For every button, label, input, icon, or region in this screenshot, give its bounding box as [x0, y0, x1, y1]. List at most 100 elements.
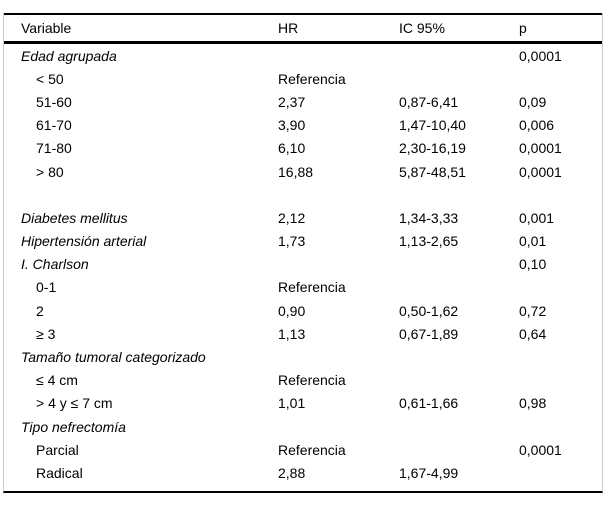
cell-ic95: 0,87-6,41 [399, 93, 459, 110]
cell-variable: Diabetes mellitus [21, 209, 128, 226]
cell-ic95 [399, 345, 519, 368]
cell-variable: 61-70 [36, 117, 72, 134]
header-row: Variable HR IC 95% p [4, 13, 602, 44]
cell-ic95: 0,61-1,66 [399, 395, 459, 412]
cell-hr: 2,88 [278, 464, 306, 481]
cell-p [519, 415, 602, 438]
cell-variable: 0-1 [36, 279, 57, 296]
cell-p [519, 461, 602, 484]
table-row: Diabetes mellitus 2,12 1,34-3,33 0,001 [4, 206, 602, 229]
table-row: > 80 16,88 5,87-48,51 0,0001 [4, 160, 602, 183]
table-row: 61-70 3,90 1,47-10,40 0,006 [4, 114, 602, 137]
cell-variable: Hipertensión arterial [21, 233, 147, 250]
table-row: > 4 y ≤ 7 cm 1,01 0,61-1,66 0,98 [4, 392, 602, 415]
cell-ic95 [399, 253, 519, 276]
table-row: 2 0,90 0,50-1,62 0,72 [4, 299, 602, 322]
cell-variable: I. Charlson [21, 256, 89, 273]
cell-p: 0,09 [519, 93, 547, 110]
cell-variable: ≤ 4 cm [36, 372, 78, 389]
cell-ic95: 0,50-1,62 [399, 302, 459, 319]
cell-p: 0,0001 [519, 47, 562, 64]
table-row: 71-80 6,10 2,30-16,19 0,0001 [4, 137, 602, 160]
cell-hr [278, 253, 399, 276]
cell-variable: Edad agrupada [21, 47, 117, 64]
cox-regression-table: Variable HR IC 95% p Edad agrupada 0,0001… [4, 13, 602, 485]
table-row: < 50 Referencia [4, 67, 602, 90]
cell-p: 0,0001 [519, 441, 562, 458]
cell-hr: 1,73 [278, 233, 306, 250]
cell-hr [278, 43, 399, 68]
table-row: 51-60 2,37 0,87-6,41 0,09 [4, 90, 602, 113]
cell-p: 0,0001 [519, 163, 562, 180]
table-row: Tipo nefrectomía [4, 415, 602, 438]
table-row: Tamaño tumoral categorizado [4, 345, 602, 368]
cell-p: 0,98 [519, 395, 547, 412]
cell-p: 0,10 [519, 256, 547, 273]
cell-ic95: 1,34-3,33 [399, 209, 459, 226]
cell-hr: 0,90 [278, 302, 306, 319]
cell-variable: Tipo nefrectomía [21, 418, 126, 435]
cell-variable: ≥ 3 [36, 325, 56, 342]
cell-variable: > 80 [36, 163, 64, 180]
cell-p [519, 67, 602, 90]
cell-ic95 [399, 369, 519, 392]
col-header-p: p [519, 13, 602, 44]
cell-p: 0,72 [519, 302, 547, 319]
cell-variable: 2 [36, 302, 44, 319]
cell-variable: < 50 [36, 70, 64, 87]
cell-ic95: 2,30-16,19 [399, 140, 466, 157]
cell-ic95 [399, 67, 519, 90]
cell-variable: 51-60 [36, 93, 72, 110]
cell-ic95: 1,47-10,40 [399, 117, 466, 134]
table-row: Parcial Referencia 0,0001 [4, 438, 602, 461]
cell-hr: Referencia [278, 279, 346, 296]
table-row: Radical 2,88 1,67-4,99 [4, 461, 602, 484]
cell-variable: Tamaño tumoral categorizado [21, 349, 206, 366]
cell-hr [278, 415, 399, 438]
cell-ic95 [399, 415, 519, 438]
cell-hr: 2,37 [278, 93, 306, 110]
cell-hr: 3,90 [278, 117, 306, 134]
cell-p [519, 369, 602, 392]
cell-hr [278, 345, 399, 368]
cell-p [519, 345, 602, 368]
cell-hr: Referencia [278, 441, 346, 458]
table-row: Edad agrupada 0,0001 [4, 43, 602, 68]
cell-variable: > 4 y ≤ 7 cm [36, 395, 113, 412]
table-body: Edad agrupada 0,0001 < 50 Referencia 51-60 2,… [4, 43, 602, 485]
table-row: I. Charlson 0,10 [4, 253, 602, 276]
table-row: ≤ 4 cm Referencia [4, 369, 602, 392]
table-row: Hipertensión arterial 1,73 1,13-2,65 0,01 [4, 230, 602, 253]
cell-hr: 1,13 [278, 325, 306, 342]
table-row: 0-1 Referencia [4, 276, 602, 299]
spacer-cell [4, 183, 602, 206]
cell-p [519, 276, 602, 299]
cell-p: 0,001 [519, 209, 555, 226]
cell-variable: 71-80 [36, 140, 72, 157]
col-header-ic95: IC 95% [399, 13, 519, 44]
cell-ic95 [399, 276, 519, 299]
cell-ic95: 5,87-48,51 [399, 163, 466, 180]
cell-ic95: 0,67-1,89 [399, 325, 459, 342]
cell-ic95 [399, 43, 519, 68]
cell-hr: Referencia [278, 372, 346, 389]
cell-p: 0,006 [519, 117, 555, 134]
col-header-hr: HR [278, 13, 399, 44]
cell-ic95 [399, 438, 519, 461]
cell-hr: 2,12 [278, 209, 306, 226]
spacer-row [4, 183, 602, 206]
cell-ic95: 1,13-2,65 [399, 233, 459, 250]
cell-hr: 16,88 [278, 163, 314, 180]
cell-hr: Referencia [278, 70, 346, 87]
cell-hr: 1,01 [278, 395, 306, 412]
cell-p: 0,0001 [519, 140, 562, 157]
cell-variable: Parcial [36, 441, 79, 458]
results-table: Variable HR IC 95% p Edad agrupada 0,0001… [3, 13, 603, 493]
table-header: Variable HR IC 95% p [4, 13, 602, 44]
table-row: ≥ 3 1,13 0,67-1,89 0,64 [4, 322, 602, 345]
col-header-variable: Variable [4, 13, 278, 44]
cell-ic95: 1,67-4,99 [399, 464, 459, 481]
cell-variable: Radical [36, 464, 83, 481]
cell-hr: 6,10 [278, 140, 306, 157]
cell-p: 0,64 [519, 325, 547, 342]
